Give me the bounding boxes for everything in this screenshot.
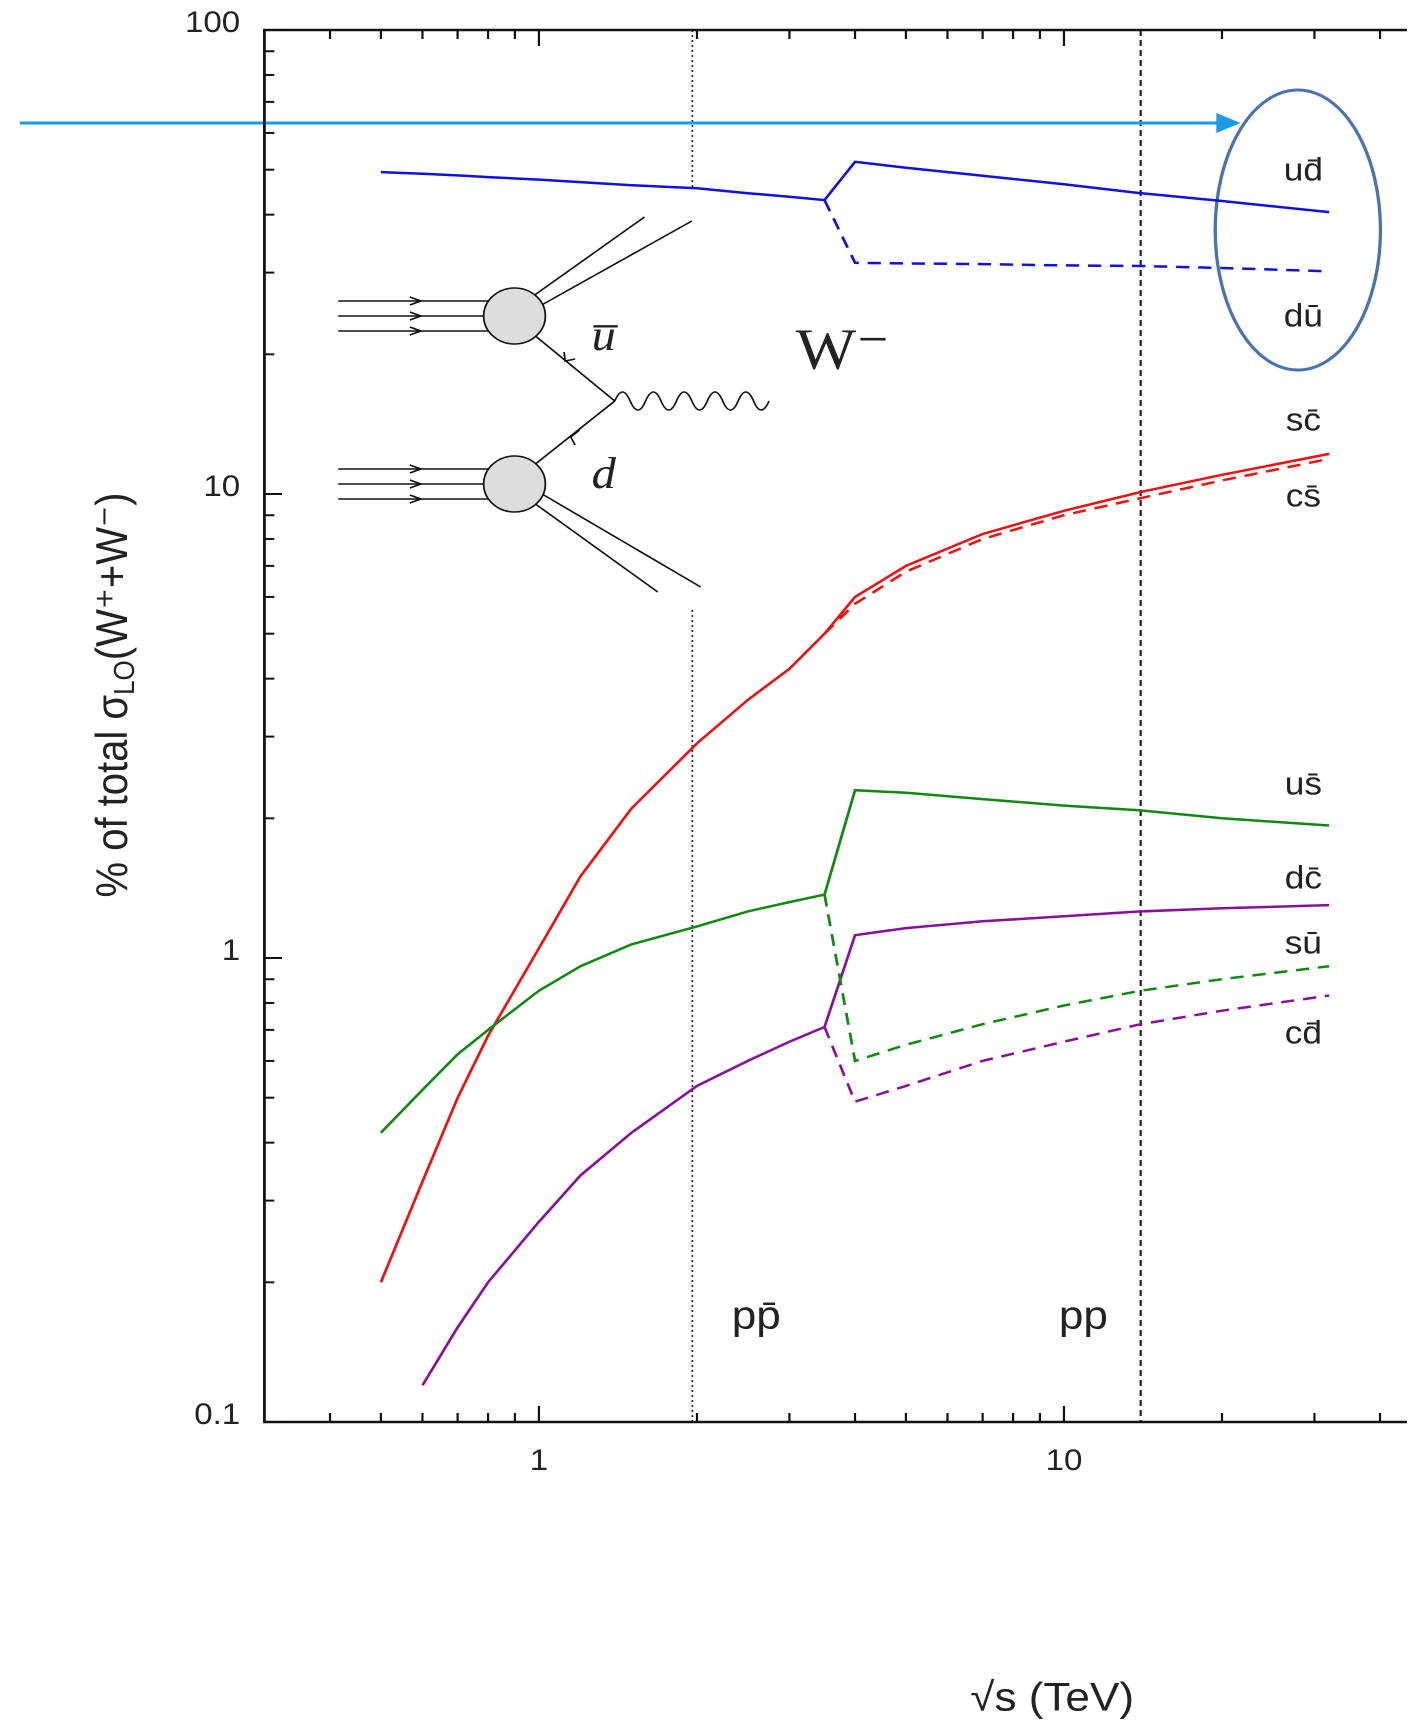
x-axis-label: √s (TeV) [970,1674,1134,1719]
y-tick-label: 10 [203,468,240,502]
axis-frame [263,28,1407,1424]
series-line [823,199,1330,273]
series-line [823,894,1330,1063]
series-line [421,903,1330,1386]
series-label: sc̄ [1286,403,1321,438]
series-label: us̄ [1285,767,1322,802]
series-label: cs̄ [1286,479,1321,514]
boson-label: W⁻ [796,318,890,382]
y-label-part: (W⁺+W⁻) [88,493,137,661]
y-axis-label: % of total σLO(W⁺+W⁻) [88,493,141,898]
highlight-ellipse [1213,88,1383,372]
series-label: cd̄ [1285,1016,1322,1051]
region-label: pp̄ [732,1292,781,1337]
series-line [379,452,1330,1283]
series-label: dc̄ [1285,861,1322,896]
region-label: pp [1059,1292,1108,1337]
series-label: dū [1284,299,1323,334]
x-tick-label: 10 [1046,1442,1083,1476]
antiquark-label: u̅ [592,312,619,360]
y-tick-label: 100 [185,4,240,38]
x-tick-label: 1 [530,1442,548,1476]
arrow-head [1216,113,1241,133]
series-label: ud̄ [1284,153,1323,188]
quark-label: d [592,450,617,498]
y-label-part: % of total σ [88,695,137,898]
series-line [379,788,1330,1134]
series-line [380,160,1330,214]
y-tick-label: 0.1 [194,1396,240,1430]
feynman-diagram [330,190,794,610]
y-label-sub: LO [108,660,140,695]
series-label: sū [1285,926,1322,961]
y-tick-label: 1 [222,932,240,966]
series-line [823,994,1330,1104]
series-line [823,457,1330,635]
